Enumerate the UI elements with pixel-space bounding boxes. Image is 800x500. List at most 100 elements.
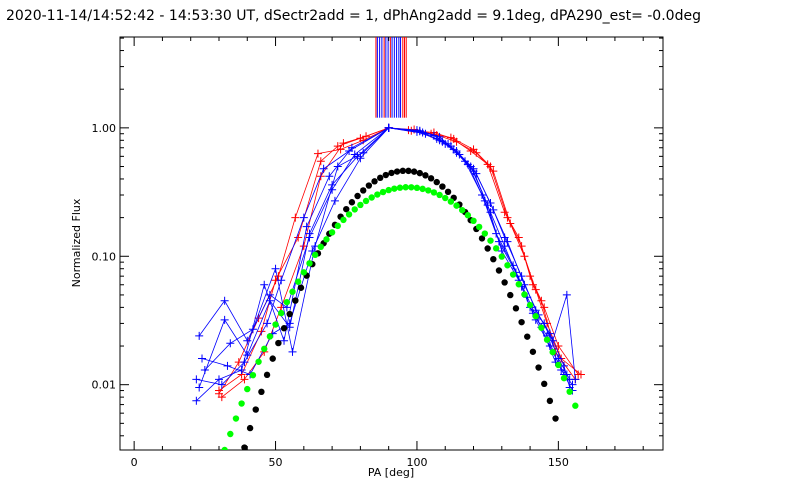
series-10-point-13: [294, 278, 302, 285]
series-10-point-39: [442, 194, 449, 202]
series-8-point-15: [517, 272, 526, 281]
series-10-point-48: [492, 245, 500, 252]
series-2-point-4: [291, 213, 300, 222]
series-1-point-16: [531, 285, 540, 294]
series-10-point-33: [408, 184, 415, 191]
series-10-point-29: [385, 186, 392, 194]
y-tick-label-0: 0.01: [92, 379, 117, 392]
series-9-point-1: [246, 424, 254, 432]
series-1-point-19: [576, 370, 585, 379]
series-6-point-14: [492, 229, 501, 238]
series-0: [214, 123, 583, 395]
series-10-point-44: [470, 217, 477, 225]
series-1-point-1: [240, 375, 249, 384]
series-10-point-38: [436, 191, 443, 199]
series-9-point-45: [495, 267, 503, 274]
series-10-point-41: [453, 202, 460, 209]
series-10-point-8: [266, 333, 274, 340]
series-8-point-6: [328, 180, 337, 189]
series-10-point-59: [555, 361, 562, 369]
series-5-point-1: [223, 361, 232, 370]
series-10-point-58: [549, 348, 556, 356]
series-8-point-9: [415, 127, 424, 136]
series-8-point-17: [545, 329, 554, 338]
series-9-point-44: [490, 255, 497, 263]
series-4-point-0: [195, 331, 204, 340]
series-10-point-30: [391, 185, 398, 192]
series-10-point-60: [560, 374, 568, 382]
series-2-point-6: [336, 145, 345, 154]
series-9-point-3: [258, 388, 265, 396]
series-9: [241, 167, 559, 450]
series-10-point-57: [543, 336, 551, 343]
series-5: [198, 123, 577, 395]
series-9-point-24: [376, 174, 384, 182]
series-5-point-0: [198, 354, 207, 363]
series-9-point-31: [416, 169, 423, 177]
series-9-point-54: [546, 397, 554, 405]
series-10-point-7: [261, 345, 268, 353]
series-2-point-15: [514, 233, 523, 242]
series-9-point-21: [360, 187, 367, 194]
series-6-point-13: [478, 191, 486, 200]
series-9-point-5: [269, 355, 276, 362]
series-9-point-50: [524, 333, 531, 340]
series-10-point-18: [323, 236, 330, 243]
series-10-point-31: [396, 184, 404, 191]
series-1-point-13: [489, 167, 498, 176]
series-8-point-8: [384, 123, 393, 132]
series-10-point-28: [379, 188, 387, 196]
series-9-point-32: [422, 172, 429, 179]
series-10-point-4: [244, 385, 251, 393]
series-0-point-5: [316, 157, 325, 166]
series-8-point-16: [531, 306, 540, 315]
series-0-point-4: [294, 233, 303, 242]
x-tick-label-3: 150: [548, 456, 569, 469]
series-9-point-0: [241, 444, 248, 450]
series-10-point-37: [430, 189, 438, 196]
series-10-point-40: [447, 198, 455, 205]
series-9-point-25: [382, 171, 390, 179]
series-1-point-14: [506, 219, 515, 228]
series-9-point-33: [427, 175, 435, 182]
series-9-point-6: [275, 339, 282, 347]
series-10-point-54: [526, 301, 534, 309]
series-3-point-6: [319, 164, 328, 173]
chart-title: 2020-11-14/14:52:42 - 14:53:30 UT, dSect…: [6, 8, 701, 24]
series-6-point-6: [325, 172, 334, 181]
series-10-point-15: [306, 260, 313, 267]
series-10-point-9: [272, 321, 279, 328]
x-tick-label-0: 0: [131, 456, 138, 469]
series-8-point-13: [486, 198, 495, 207]
series-7-point-4: [288, 347, 297, 356]
axis-layer: 0 50 100 150 0.01 0.10 1.00: [92, 37, 663, 469]
series-10-point-50: [504, 262, 511, 269]
series-9-point-2: [252, 406, 259, 413]
series-10-point-6: [255, 358, 262, 365]
y-tick-label-1: 0.10: [92, 250, 117, 263]
series-6-point-7: [347, 143, 356, 152]
series-9-point-22: [365, 182, 373, 189]
series-9-point-18: [343, 205, 350, 213]
series-8-point-1: [220, 315, 229, 324]
series-9-point-28: [399, 167, 407, 175]
series-9-point-36: [444, 188, 452, 196]
series-10: [221, 184, 579, 450]
series-7-point-18: [562, 290, 571, 299]
series-8-point-2: [243, 351, 252, 360]
series-2-point-17: [537, 296, 546, 305]
series-8-point-0: [195, 383, 204, 392]
series-10-point-2: [232, 415, 240, 422]
series-10-point-11: [283, 298, 291, 306]
series-10-point-51: [509, 271, 517, 278]
series-8-point-12: [469, 164, 478, 173]
series-9-point-20: [354, 192, 361, 200]
series-10-point-36: [425, 187, 432, 194]
x-tick-label-2: 100: [406, 456, 427, 469]
series-10-point-19: [328, 229, 336, 236]
series-8-point-14: [500, 233, 509, 242]
series-10-point-23: [351, 206, 358, 213]
series-9-point-47: [507, 291, 514, 299]
data-layer: [192, 37, 585, 450]
